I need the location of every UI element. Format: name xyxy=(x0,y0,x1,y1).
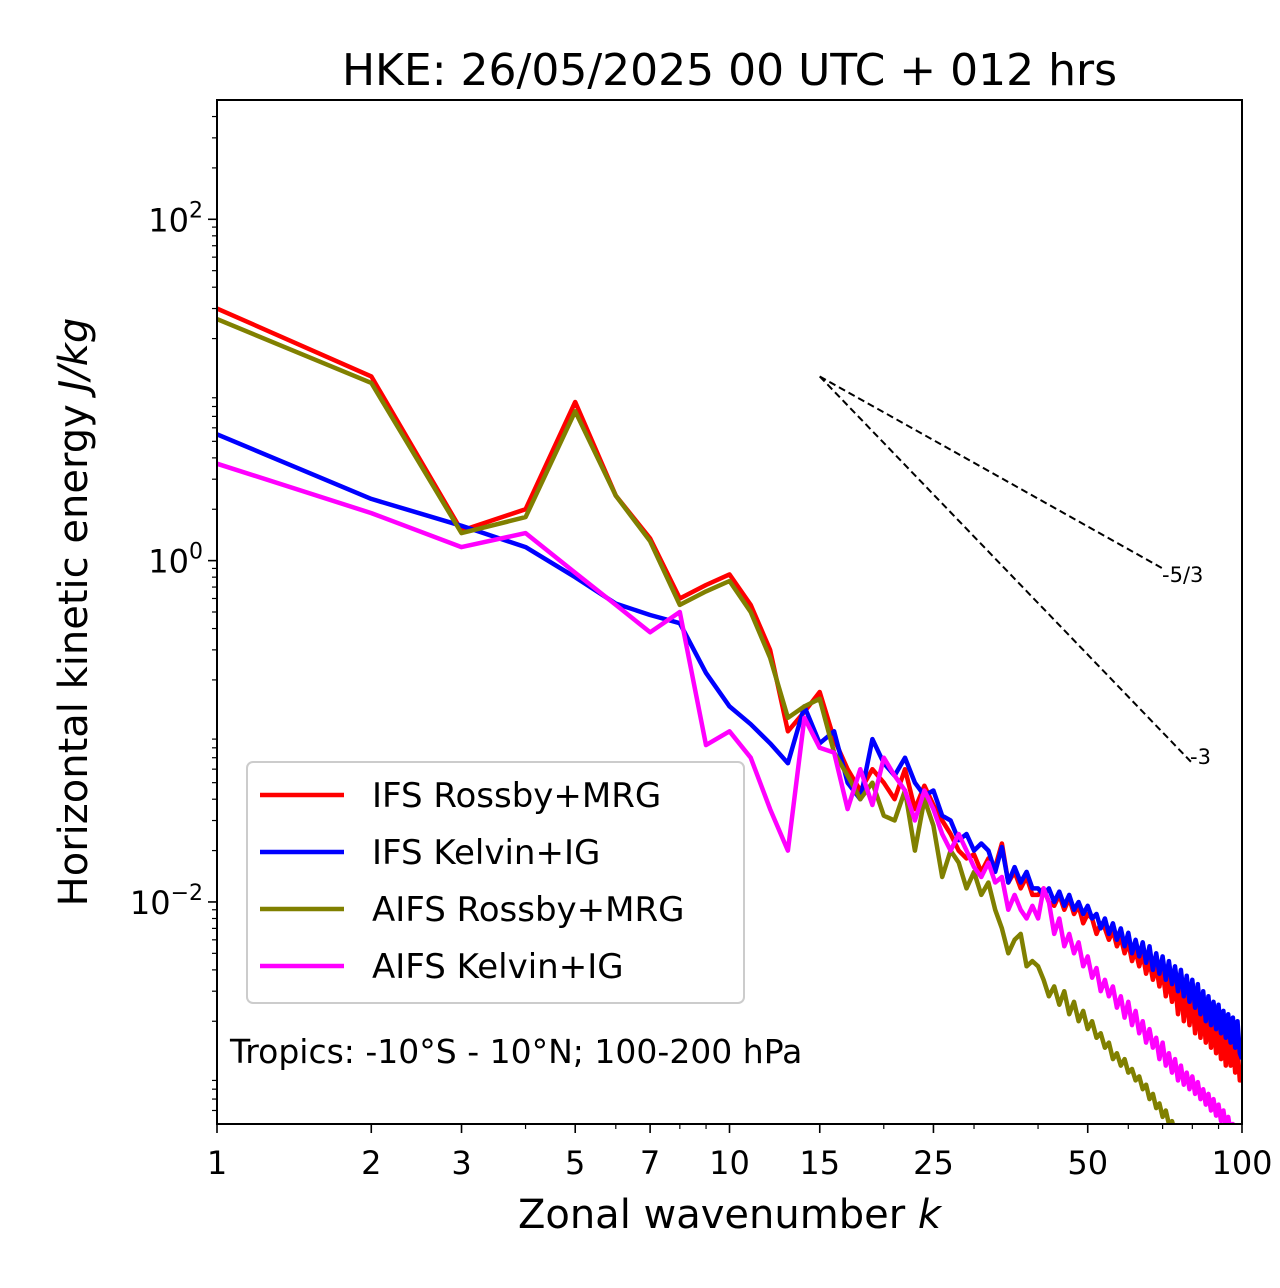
x-axis-label-var: k xyxy=(918,1192,943,1238)
y-tick-label: 100 xyxy=(148,540,203,581)
x-tick-label: 1 xyxy=(207,1144,227,1182)
legend-box xyxy=(246,761,745,1004)
y-tick-label: 102 xyxy=(148,198,203,239)
x-tick-label: 2 xyxy=(361,1144,381,1182)
x-axis-label: Zonal wavenumber k xyxy=(518,1192,943,1238)
reference-slope-line xyxy=(819,375,1194,764)
chart-title: HKE: 26/05/2025 00 UTC + 012 hrs xyxy=(342,45,1117,96)
x-tick-label: 3 xyxy=(451,1144,471,1182)
x-tick-label: 5 xyxy=(565,1144,585,1182)
legend-label-ifs-rossby: IFS Rossby+MRG xyxy=(372,776,661,816)
x-tick-label: 15 xyxy=(799,1144,840,1182)
x-tick-label: 10 xyxy=(709,1144,750,1182)
x-tick-label: 100 xyxy=(1211,1144,1272,1182)
legend-label-aifs-kelvin: AIFS Kelvin+IG xyxy=(372,947,624,987)
x-tick-label: 25 xyxy=(913,1144,954,1182)
y-axis-label-main: Horizontal kinetic energy xyxy=(51,392,97,907)
ref-label-slope-3: -3 xyxy=(1190,745,1211,769)
legend-label-ifs-kelvin: IFS Kelvin+IG xyxy=(372,833,600,873)
y-tick-label: 10−2 xyxy=(130,881,203,922)
region-annotation: Tropics: -10°S - 10°N; 100-200 hPa xyxy=(229,1032,802,1071)
series-line xyxy=(217,461,1236,1124)
plot-frame xyxy=(216,99,1243,1125)
reference-lines xyxy=(819,375,1194,764)
y-axis-label: Horizontal kinetic energy J/kg xyxy=(51,318,97,907)
x-tick-label: 7 xyxy=(640,1144,660,1182)
ref-label-slope-5-3: -5/3 xyxy=(1162,563,1203,587)
series-lines xyxy=(217,306,1242,1124)
x-tick-label: 50 xyxy=(1067,1144,1108,1182)
legend-label-aifs-rossby: AIFS Rossby+MRG xyxy=(372,890,684,930)
axis-ticks: 1 2 3 5 7 10 15 25 50 100 10−2 100 102 xyxy=(130,115,1273,1182)
x-axis-label-main: Zonal wavenumber xyxy=(518,1192,918,1238)
ref-label-group: -5/3 -3 xyxy=(1162,563,1211,769)
y-axis-label-unit: J/kg xyxy=(51,318,97,399)
legend: IFS Rossby+MRG IFS Kelvin+IG AIFS Rossby… xyxy=(246,761,745,1004)
